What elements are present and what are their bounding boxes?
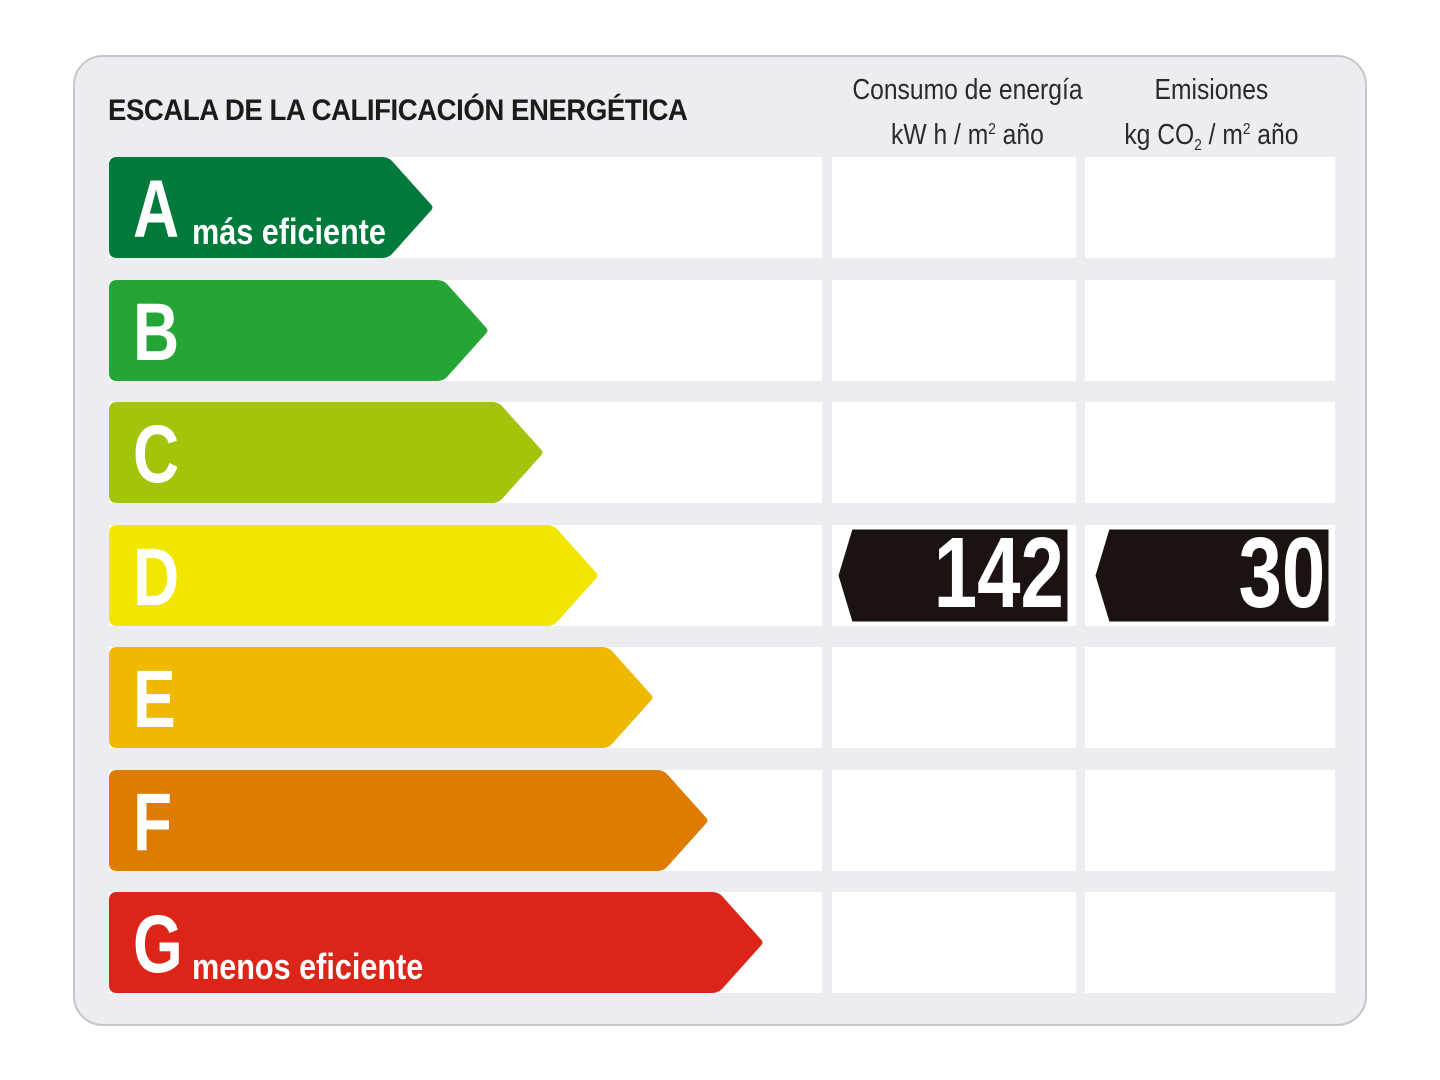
emisiones-value-badge bbox=[1094, 528, 1331, 627]
rating-arrow-shape-c bbox=[109, 402, 543, 503]
consumo-cell-f bbox=[832, 770, 1076, 871]
consumo-value-badge bbox=[837, 528, 1070, 627]
emisiones-cell-b bbox=[1085, 280, 1335, 381]
rating-arrow-fill-g bbox=[109, 892, 763, 993]
rating-arrow-fill-d bbox=[109, 525, 598, 626]
rating-arrow-fill-a bbox=[109, 157, 433, 258]
scale-title: ESCALA DE LA CALIFICACIÓN ENERGÉTICA bbox=[108, 94, 688, 127]
consumo-header: Consumo de energía kW h / m2 año bbox=[832, 70, 1082, 155]
consumo-cell-g bbox=[832, 892, 1076, 993]
rating-arrow-shape-e bbox=[109, 647, 653, 748]
consumo-cell-e bbox=[832, 647, 1076, 748]
emisiones-cell-c bbox=[1085, 402, 1335, 503]
rating-letter-e: E bbox=[133, 654, 176, 745]
emisiones-header-line1: Emisiones bbox=[1154, 74, 1268, 106]
rating-arrow-fill-b bbox=[109, 280, 488, 381]
emisiones-header: Emisiones kg CO2 / m2 año bbox=[1086, 70, 1336, 166]
consumo-header-line2: kW h / m2 año bbox=[891, 119, 1044, 151]
rating-letter-c: C bbox=[133, 409, 180, 500]
emisiones-cell-a bbox=[1085, 157, 1335, 258]
emisiones-cell-e bbox=[1085, 647, 1335, 748]
rating-letter-a: A bbox=[133, 164, 180, 255]
rating-letter-b: B bbox=[133, 287, 180, 378]
rating-arrow-shape-a bbox=[109, 157, 433, 258]
rating-arrow-shape-d bbox=[109, 525, 598, 626]
rating-arrow-shape-g bbox=[109, 892, 763, 993]
emisiones-cell-g bbox=[1085, 892, 1335, 993]
rating-arrow-fill-e bbox=[109, 647, 653, 748]
rating-arrow-b bbox=[109, 280, 489, 381]
rating-letter-d: D bbox=[133, 532, 180, 623]
rating-arrow-fill-c bbox=[109, 402, 543, 503]
rating-arrow-f bbox=[109, 770, 709, 871]
consumo-cell-b bbox=[832, 280, 1076, 381]
consumo-cell-c bbox=[832, 402, 1076, 503]
rating-arrow-shape-f bbox=[109, 770, 708, 871]
rating-arrow-d bbox=[109, 525, 599, 626]
consumo-header-line1: Consumo de energía bbox=[852, 74, 1083, 106]
rating-label-g: menos eficiente bbox=[192, 946, 424, 987]
rating-letter-g: G bbox=[133, 899, 183, 990]
emisiones-value: 30 bbox=[1238, 517, 1325, 629]
consumo-cell-a bbox=[832, 157, 1076, 258]
rating-label-a: más eficiente bbox=[192, 211, 386, 252]
rating-arrow-e bbox=[109, 647, 654, 748]
consumo-value: 142 bbox=[933, 517, 1064, 629]
rating-arrow-g bbox=[109, 892, 764, 993]
rating-arrow-a bbox=[109, 157, 434, 258]
rating-letter-f: F bbox=[133, 777, 173, 868]
rating-arrow-c bbox=[109, 402, 544, 503]
rating-arrow-fill-f bbox=[109, 770, 708, 871]
rating-arrow-shape-b bbox=[109, 280, 488, 381]
emisiones-header-line2: kg CO2 / m2 año bbox=[1123, 119, 1299, 154]
emisiones-cell-f bbox=[1085, 770, 1335, 871]
